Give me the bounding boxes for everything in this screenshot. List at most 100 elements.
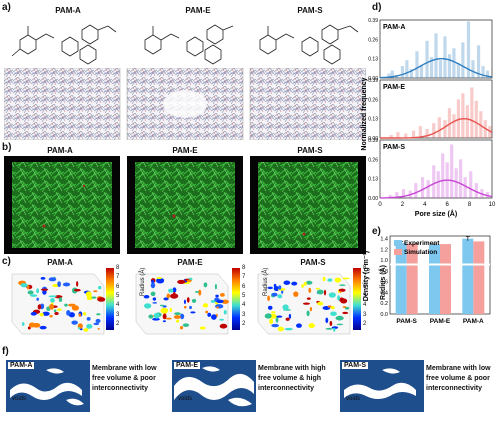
pore-blob bbox=[302, 302, 311, 305]
pore-blob bbox=[327, 278, 333, 282]
pore-blob bbox=[342, 306, 347, 308]
histogram-bar bbox=[425, 129, 429, 138]
colorbar-tick: 2 bbox=[116, 320, 120, 327]
pore-blob bbox=[86, 316, 91, 321]
pore-blob bbox=[342, 311, 349, 315]
pore-blob bbox=[282, 304, 289, 311]
pam-e-desc-line-2: free volume & high bbox=[258, 375, 322, 382]
pam-a-membrane-title: PAM-A bbox=[8, 362, 35, 369]
pore-blob bbox=[71, 305, 79, 311]
pore-blob bbox=[308, 322, 315, 329]
pore-blob bbox=[30, 294, 38, 297]
pore-blob bbox=[152, 297, 157, 301]
pore-blob bbox=[273, 286, 280, 292]
colorbar-e bbox=[232, 268, 240, 330]
colorbar-tick: 5 bbox=[242, 292, 246, 299]
pore-blob bbox=[203, 282, 208, 288]
pam-a-description: Membrane with low free volume & poor int… bbox=[92, 364, 157, 394]
pore-blob bbox=[172, 287, 177, 293]
panel-a-molecular-boxes bbox=[4, 68, 366, 140]
series-label: PAM-A bbox=[383, 24, 405, 31]
pam-e-desc-line-3: interconnectivity bbox=[258, 385, 315, 392]
y-tick-label: 0.00 bbox=[368, 136, 378, 142]
pam-e-structure bbox=[144, 24, 234, 65]
gaussian-fit-line bbox=[380, 117, 493, 139]
pore-blob bbox=[64, 303, 68, 307]
panel-d-label: d) bbox=[372, 2, 382, 13]
y-tick-label: 0.39 bbox=[368, 18, 378, 24]
pore-blob bbox=[40, 288, 49, 291]
y-tick-label: 1.0 bbox=[380, 258, 388, 264]
pam-s-green-render bbox=[258, 162, 358, 248]
pore-blob bbox=[83, 328, 89, 332]
pore-blob bbox=[194, 290, 200, 293]
y-tick-label: 0.39 bbox=[368, 138, 378, 144]
category-label: PAM-E bbox=[430, 318, 451, 325]
x-axis-label: Pore size (Å) bbox=[415, 209, 457, 218]
histogram-bar bbox=[459, 159, 463, 198]
colorbar-tick: 4 bbox=[363, 302, 367, 309]
y-tick-label: 0.00 bbox=[368, 196, 378, 202]
pore-blob bbox=[296, 323, 302, 328]
legend-swatch bbox=[394, 240, 402, 246]
pore-blob bbox=[305, 280, 313, 285]
pore-blob bbox=[199, 326, 206, 330]
y-tick-label: 0.13 bbox=[368, 117, 378, 123]
colorbar-tick: 6 bbox=[242, 283, 246, 290]
pore-blob bbox=[48, 295, 57, 298]
histogram-bar bbox=[481, 66, 485, 78]
pore-blob bbox=[50, 297, 55, 303]
pore-blob bbox=[152, 317, 160, 321]
pore-blob bbox=[202, 303, 209, 308]
pore-blob bbox=[150, 291, 156, 297]
pore-blob bbox=[278, 285, 282, 290]
pore-blob bbox=[78, 313, 82, 317]
pore-blob bbox=[271, 292, 278, 297]
y-tick-label: 0.39 bbox=[368, 78, 378, 84]
pore-blob bbox=[71, 320, 78, 325]
panel-c-label: c) bbox=[2, 256, 11, 267]
y-tick-label: 0.0 bbox=[380, 312, 388, 318]
pore-blob bbox=[186, 297, 190, 303]
pore-blob bbox=[144, 303, 152, 309]
histogram-bar bbox=[441, 153, 445, 198]
pore-blob bbox=[49, 303, 55, 310]
panel-b-label: b) bbox=[2, 142, 12, 153]
histogram-bar bbox=[420, 177, 425, 198]
pam-s-desc-line-2: free volume & poor bbox=[426, 375, 490, 382]
legend-label: Simulation bbox=[404, 249, 437, 256]
pore-blob bbox=[48, 277, 57, 282]
histogram-bar bbox=[429, 57, 434, 78]
y-tick-label: 0.6 bbox=[380, 280, 388, 286]
histogram-bar bbox=[461, 42, 465, 78]
histogram-bar bbox=[469, 171, 473, 198]
pore-blob bbox=[207, 312, 212, 317]
pore-blob bbox=[220, 293, 225, 297]
pore-blob bbox=[97, 297, 106, 302]
histogram-bar bbox=[415, 51, 419, 78]
pore-blob bbox=[215, 304, 224, 309]
pam-s-structure bbox=[259, 24, 359, 65]
pam-s-description: Membrane with low free volume & poor int… bbox=[426, 364, 491, 394]
histogram-bar bbox=[390, 70, 394, 78]
pore-blob bbox=[315, 287, 320, 290]
colorbar-tick: 3 bbox=[363, 311, 367, 318]
series-label: PAM-S bbox=[383, 144, 405, 151]
pam-a-structure bbox=[11, 24, 117, 65]
pore-blob bbox=[190, 311, 196, 314]
pore-blob bbox=[36, 297, 39, 301]
pam-e-green-render bbox=[135, 162, 235, 248]
pore-blob bbox=[186, 279, 192, 282]
pore-blob bbox=[67, 303, 76, 307]
histogram-bar bbox=[488, 126, 492, 138]
pam-s-desc-line-1: Membrane with low bbox=[426, 365, 491, 372]
panel-b-free-volume-renders bbox=[4, 156, 366, 254]
histogram-bar bbox=[476, 45, 481, 78]
pore-blob bbox=[267, 286, 273, 290]
x-tick-label: 8 bbox=[468, 202, 472, 208]
pore-blob bbox=[293, 291, 299, 297]
pore-blob bbox=[27, 290, 34, 295]
pore-blob bbox=[275, 317, 279, 323]
panel-b-title-pam-a: PAM-A bbox=[47, 146, 73, 155]
pore-blob bbox=[283, 280, 291, 285]
